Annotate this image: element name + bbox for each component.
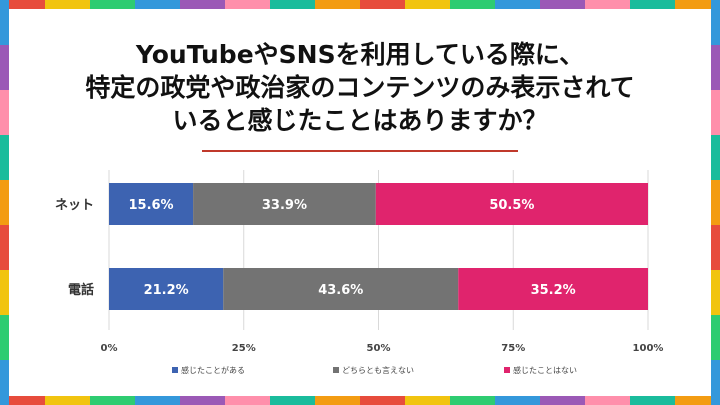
- title-underline: [202, 150, 518, 152]
- bar-segment: [109, 183, 194, 225]
- border-segment: [90, 0, 135, 9]
- border-segment: [495, 396, 540, 405]
- border-segment: [711, 225, 720, 270]
- border-segment: [675, 0, 720, 9]
- border-segment: [0, 360, 9, 405]
- chart-title: YouTubeやSNSを利用している際に、 特定の政党や政治家のコンテンツのみ表…: [85, 40, 635, 135]
- border-top: [0, 0, 720, 9]
- border-segment: [225, 396, 270, 405]
- tick-label: 50%: [367, 343, 391, 354]
- border-segment: [45, 0, 90, 9]
- border-bottom: [0, 396, 720, 405]
- border-segment: [630, 396, 675, 405]
- border-segment: [405, 0, 450, 9]
- border-left: [0, 0, 9, 405]
- tick-label: 0%: [101, 343, 118, 354]
- data-label: 15.6%: [128, 198, 173, 213]
- bar-segment: [458, 268, 648, 310]
- border-segment: [315, 396, 360, 405]
- border-segment: [0, 180, 9, 225]
- bar-segment: [193, 183, 376, 225]
- border-right: [711, 0, 720, 405]
- legend-swatch: [504, 367, 510, 373]
- border-segment: [711, 180, 720, 225]
- border-segment: [0, 225, 9, 270]
- bar-segment: [109, 268, 224, 310]
- tick-label: 100%: [633, 343, 664, 354]
- border-segment: [135, 396, 180, 405]
- tick-label: 25%: [232, 343, 256, 354]
- data-label: 21.2%: [144, 283, 189, 298]
- border-segment: [630, 0, 675, 9]
- border-segment: [0, 135, 9, 180]
- legend-label: 感じたことがある: [181, 365, 245, 375]
- border-segment: [450, 0, 495, 9]
- bar-segment: [223, 268, 459, 310]
- category-label: ネット: [55, 198, 94, 213]
- border-segment: [711, 135, 720, 180]
- border-segment: [315, 0, 360, 9]
- border-segment: [711, 270, 720, 315]
- border-segment: [540, 396, 585, 405]
- border-segment: [711, 45, 720, 90]
- border-segment: [180, 396, 225, 405]
- border-segment: [270, 0, 315, 9]
- border-segment: [90, 396, 135, 405]
- border-segment: [135, 0, 180, 9]
- border-segment: [0, 45, 9, 90]
- legend-swatch: [333, 367, 339, 373]
- border-segment: [585, 0, 630, 9]
- border-segment: [495, 0, 540, 9]
- data-label: 50.5%: [489, 198, 534, 213]
- category-label: 電話: [68, 282, 94, 298]
- border-segment: [45, 396, 90, 405]
- bar-segment: [375, 183, 648, 225]
- border-segment: [450, 396, 495, 405]
- border-segment: [711, 0, 720, 45]
- legend-label: どちらとも言えない: [342, 365, 414, 375]
- border-segment: [0, 315, 9, 360]
- data-label: 43.6%: [318, 283, 363, 298]
- tick-label: 75%: [501, 343, 525, 354]
- border-segment: [360, 0, 405, 9]
- border-segment: [270, 396, 315, 405]
- border-segment: [540, 0, 585, 9]
- border-segment: [0, 0, 45, 9]
- border-segment: [711, 90, 720, 135]
- border-segment: [0, 0, 9, 45]
- legend-label: 感じたことはない: [513, 365, 577, 375]
- data-label: 35.2%: [531, 283, 576, 298]
- border-segment: [0, 396, 45, 405]
- border-segment: [405, 396, 450, 405]
- border-segment: [0, 90, 9, 135]
- border-segment: [0, 270, 9, 315]
- border-segment: [225, 0, 270, 9]
- data-label: 33.9%: [262, 198, 307, 213]
- legend-swatch: [172, 367, 178, 373]
- border-segment: [711, 315, 720, 360]
- border-segment: [360, 396, 405, 405]
- border-segment: [711, 360, 720, 405]
- border-segment: [675, 396, 720, 405]
- border-segment: [180, 0, 225, 9]
- border-segment: [585, 396, 630, 405]
